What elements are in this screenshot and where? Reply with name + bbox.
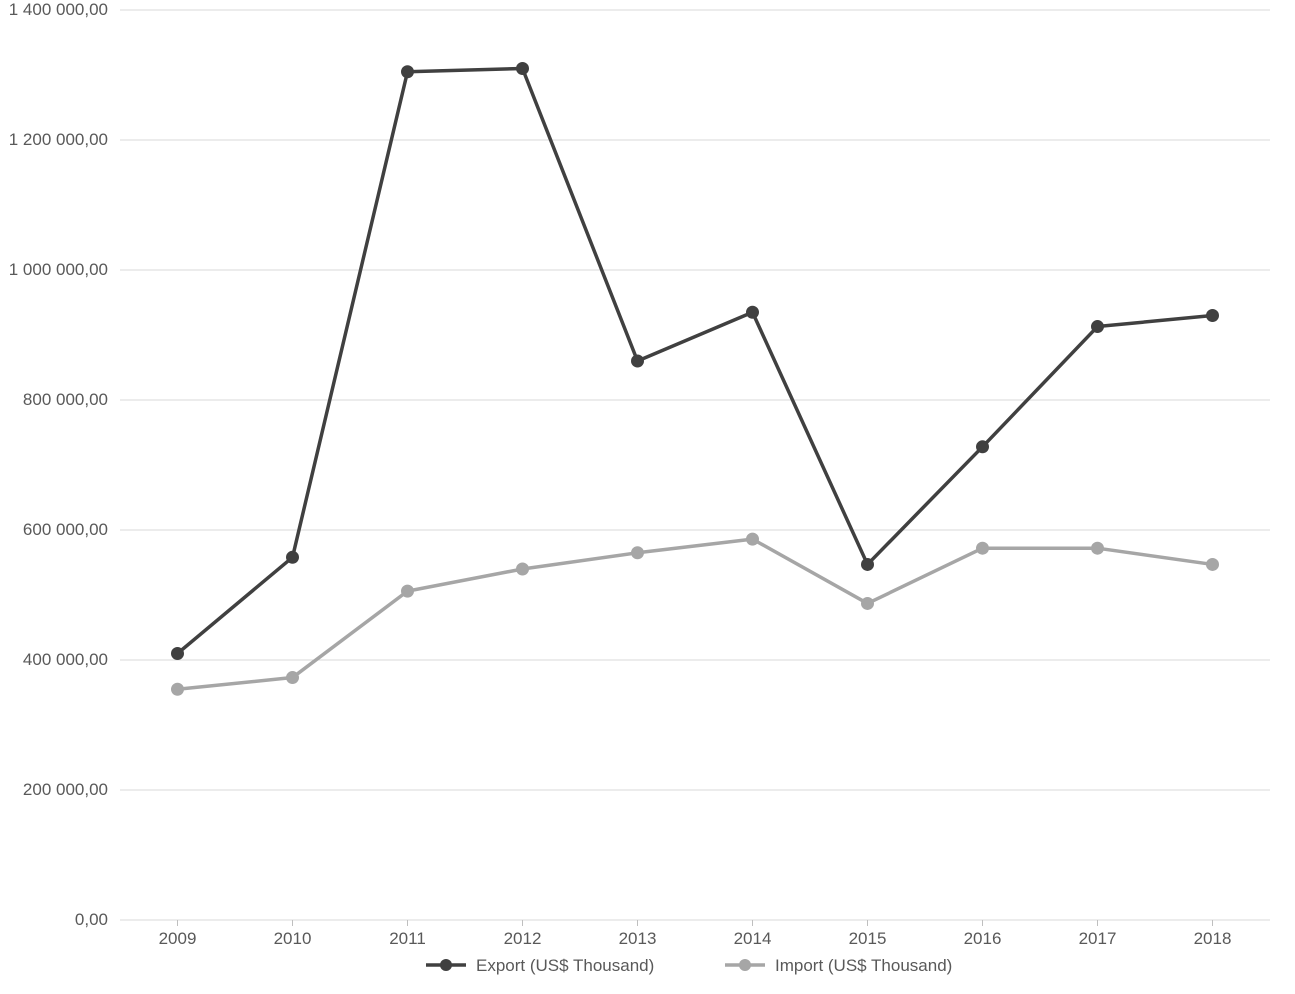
series-marker-1 [1092,542,1104,554]
series-marker-0 [287,551,299,563]
series-marker-1 [1207,558,1219,570]
x-axis-label: 2012 [504,929,542,948]
chart-svg: 0,00 200 000,00 400 000,00 600 000,00 800 00… [0,0,1295,994]
x-axis-label: 2016 [964,929,1002,948]
legend-label: Import (US$ Thousand) [775,956,952,975]
x-axis-label: 2014 [734,929,772,948]
x-axis-label: 2017 [1079,929,1117,948]
series-marker-0 [172,648,184,660]
series-marker-0 [1207,310,1219,322]
legend-swatch-marker [739,959,751,971]
y-axis-label: 800 000,00 [23,390,108,409]
y-axis-label: 1 000 000,00 [9,260,108,279]
series-marker-0 [747,306,759,318]
series-marker-0 [632,355,644,367]
x-axis-label: 2010 [274,929,312,948]
y-axis-label: 400 000,00 [23,650,108,669]
series-marker-1 [172,683,184,695]
y-axis-label: 200 000,00 [23,780,108,799]
legend-swatch-marker [440,959,452,971]
x-axis-label: 2009 [159,929,197,948]
y-axis-label: 0,00 [75,910,108,929]
series-marker-1 [402,585,414,597]
y-axis-label: 1 200 000,00 [9,130,108,149]
series-marker-0 [977,441,989,453]
series-marker-1 [977,542,989,554]
series-marker-0 [862,558,874,570]
y-axis-label: 600 000,00 [23,520,108,539]
series-marker-0 [1092,321,1104,333]
legend-label: Export (US$ Thousand) [476,956,654,975]
series-marker-1 [747,533,759,545]
series-marker-1 [287,672,299,684]
series-marker-1 [632,547,644,559]
series-marker-1 [517,563,529,575]
x-axis-label: 2015 [849,929,887,948]
x-axis-label: 2011 [389,929,426,948]
series-marker-0 [517,63,529,75]
series-marker-1 [862,597,874,609]
y-axis-label: 1 400 000,00 [9,0,108,19]
trade-line-chart: 0,00 200 000,00 400 000,00 600 000,00 800 00… [0,0,1295,994]
series-marker-0 [402,66,414,78]
x-axis-label: 2018 [1194,929,1232,948]
x-axis-label: 2013 [619,929,657,948]
